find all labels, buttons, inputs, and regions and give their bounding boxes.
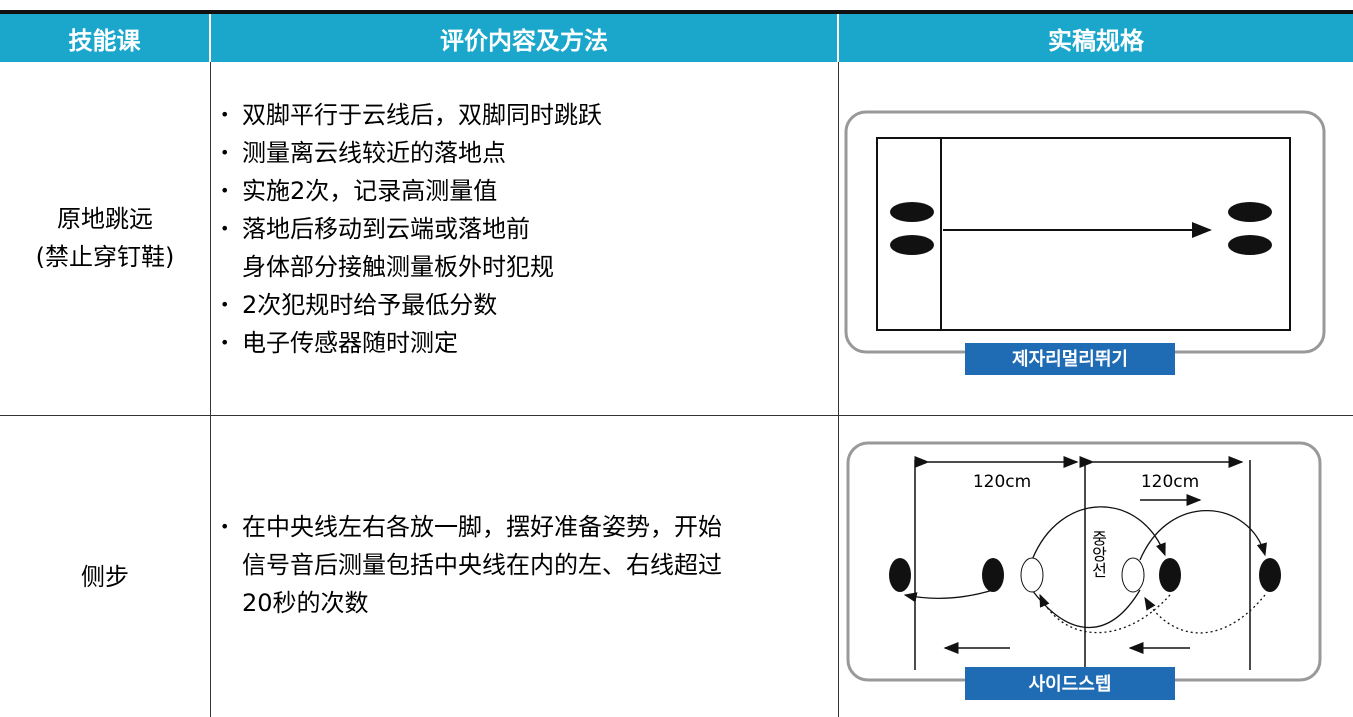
center-label: 중앙선 [1089,530,1108,578]
frame [846,441,1322,682]
item-line: 实施2次，记录高测量值 [242,177,498,205]
distance-label: 120cm [973,472,1031,492]
item-line: 电子传感器随时测定 [242,329,458,357]
row-name: 侧步 [0,558,210,596]
col-line [210,62,211,717]
header-cell: 评价内容及方法 [211,14,837,62]
bullet-item: 测量离云线较近的落地点 [220,134,602,172]
bullet-list: 双脚平行于云线后，双脚同时跳跃测量离云线较近的落地点实施2次，记录高测量值落地后… [220,96,602,362]
item-line: 在中央线左右各放一脚，摆好准备姿势，开始 [242,513,722,541]
bullet-item: 电子传感器随时测定 [220,324,602,362]
caption-box [965,667,1175,700]
feet [889,557,1281,593]
caption: 사이드스텝 [1029,674,1112,695]
frame [844,110,1326,354]
pit [876,137,1291,331]
header-cell: 实稿规格 [839,14,1353,62]
row-line [0,415,1353,416]
item-line: 测量离云线较近的落地点 [242,139,506,167]
bullet-list: 在中央线左右各放一脚，摆好准备姿势，开始信号音后测量包括中央线在内的左、右线超过… [220,508,722,622]
item-line: 20秒的次数 [242,589,369,617]
col-line [838,62,839,717]
name-line: 侧步 [81,563,129,591]
item-line: 落地后移动到云端或落地前 [242,215,530,243]
bullet-item: 双脚平行于云线后，双脚同时跳跃 [220,96,602,134]
item-line: 信号音后测量包括中央线在内的左、右线超过 [242,551,722,579]
row-name: 原地跳远 (禁止穿钉鞋) [0,200,210,276]
paths [903,506,1267,634]
name-line: 原地跳远 [57,205,153,233]
item-line: 身体部分接触测量板外时犯规 [242,253,554,281]
caption: 제자리멀리뛰기 [1012,349,1128,370]
lines [914,456,1251,670]
name-line: (禁止穿钉鞋) [35,243,175,271]
item-line: 2次犯规时给予最低分数 [242,291,498,319]
caption-box [965,343,1175,375]
bullet-item: 2次犯规时给予最低分数 [220,286,602,324]
item-line: 双脚平行于云线后，双脚同时跳跃 [242,101,602,129]
bullet-item: 在中央线左右各放一脚，摆好准备姿势，开始信号音后测量包括中央线在内的左、右线超过… [220,508,722,622]
top-rule [0,10,1353,14]
footprints [890,202,1272,255]
header-cell: 技能课 [0,14,209,62]
bullet-item: 实施2次，记录高测量值 [220,172,602,210]
distance-label: 120cm [1141,472,1199,492]
